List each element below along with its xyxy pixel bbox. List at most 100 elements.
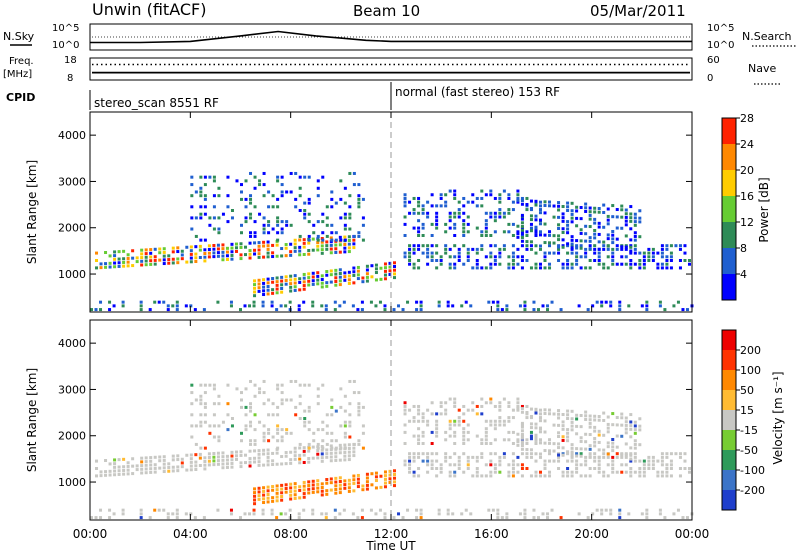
power-pixel <box>266 288 270 292</box>
velocity-pixel <box>167 466 171 470</box>
velocity-pixel <box>203 456 207 460</box>
velocity-pixel <box>552 412 556 416</box>
power-pixel <box>538 233 542 237</box>
velocity-pixel <box>176 465 180 469</box>
velocity-pixel <box>529 434 533 438</box>
velocity-pixel <box>226 383 230 387</box>
power-pixel <box>462 244 466 248</box>
power-pixel <box>597 210 601 214</box>
power-pixel <box>640 304 644 308</box>
power-pixel <box>343 201 347 205</box>
power-colorbar-tick: 12 <box>740 216 754 229</box>
velocity-pixel <box>316 490 320 494</box>
velocity-pixel <box>534 426 538 430</box>
velocity-pixel <box>624 442 628 446</box>
velocity-pixel <box>158 466 162 470</box>
power-pixel <box>302 272 306 276</box>
velocity-pixel <box>216 508 220 512</box>
noise-right-tick-top: 10^5 <box>707 23 734 34</box>
velocity-pixel <box>230 454 234 458</box>
power-pixel <box>430 244 434 248</box>
power-pixel <box>487 300 491 304</box>
velocity-pixel <box>357 409 361 413</box>
velocity-pixel <box>597 463 601 467</box>
velocity-pixel <box>430 459 434 463</box>
velocity-pixel <box>462 442 466 445</box>
power-pixel <box>602 247 606 251</box>
power-pixel <box>316 194 320 198</box>
velocity-pixel <box>131 472 135 476</box>
xtick-label: 12:00 <box>374 527 409 541</box>
power-pixel <box>629 212 633 216</box>
power-pixel <box>561 205 565 209</box>
velocity-pixel <box>640 512 644 516</box>
velocity-pixel <box>221 455 225 459</box>
velocity-pixel <box>430 401 434 405</box>
power-pixel <box>466 259 470 262</box>
velocity-pixel <box>334 491 338 495</box>
velocity-pixel <box>338 512 342 516</box>
power-pixel <box>570 244 574 248</box>
power-pixel <box>588 239 592 243</box>
power-pixel <box>249 212 253 216</box>
power-pixel <box>536 308 540 312</box>
power-pixel <box>566 266 570 270</box>
power-pixel <box>297 304 301 308</box>
power-pixel <box>267 205 271 209</box>
power-pixel <box>511 208 515 212</box>
power-pixel <box>262 223 266 227</box>
velocity-pixel <box>307 446 311 450</box>
power-pixel <box>167 254 171 258</box>
power-pixel <box>480 244 484 248</box>
power-pixel <box>511 244 515 248</box>
velocity-pixel <box>604 508 608 512</box>
velocity-pixel <box>221 420 225 424</box>
power-pixel <box>253 231 257 235</box>
velocity-pixel <box>348 424 352 428</box>
velocity-pixel <box>669 452 673 456</box>
power-pixel <box>602 210 606 214</box>
cpid-mode-normal: normal (fast stereo) 153 RF <box>395 85 560 99</box>
velocity-pixel <box>453 397 457 401</box>
power-pixel <box>226 194 230 198</box>
power-pixel <box>140 252 144 256</box>
power-pixel <box>266 281 270 285</box>
power-pixel <box>566 251 570 255</box>
velocity-pixel <box>189 460 193 464</box>
power-pixel <box>271 194 275 198</box>
velocity-pixel <box>683 452 687 456</box>
velocity-pixel <box>194 424 198 428</box>
velocity-pixel <box>316 446 320 450</box>
velocity-pixel <box>212 413 216 417</box>
velocity-pixel <box>611 467 615 470</box>
power-pixel <box>122 249 126 253</box>
power-pixel <box>280 279 284 283</box>
velocity-pixel <box>303 409 307 413</box>
velocity-pixel <box>403 412 407 416</box>
velocity-pixel <box>294 405 298 409</box>
velocity-pixel <box>208 424 212 428</box>
power-pixel <box>534 229 538 233</box>
velocity-pixel <box>316 482 320 486</box>
velocity-pixel <box>216 459 220 463</box>
velocity-pixel <box>262 493 266 497</box>
power-pixel <box>284 282 288 286</box>
power-pixel <box>656 251 660 255</box>
power-pixel <box>316 248 320 252</box>
power-pixel <box>543 241 547 245</box>
velocity-pixel <box>538 438 542 442</box>
velocity-pixel <box>561 474 565 478</box>
velocity-pixel <box>457 455 461 459</box>
velocity-pixel <box>611 412 615 416</box>
power-pixel <box>166 304 170 308</box>
power-pixel <box>239 245 243 249</box>
velocity-pixel <box>511 463 515 467</box>
power-pixel <box>618 300 622 304</box>
power-pixel <box>212 251 216 255</box>
velocity-colorbar-label: Velocity [m s⁻¹] <box>771 371 785 464</box>
power-pixel <box>383 262 387 266</box>
power-pixel <box>280 227 284 231</box>
velocity-pixel <box>480 404 484 408</box>
power-pixel <box>113 250 117 254</box>
